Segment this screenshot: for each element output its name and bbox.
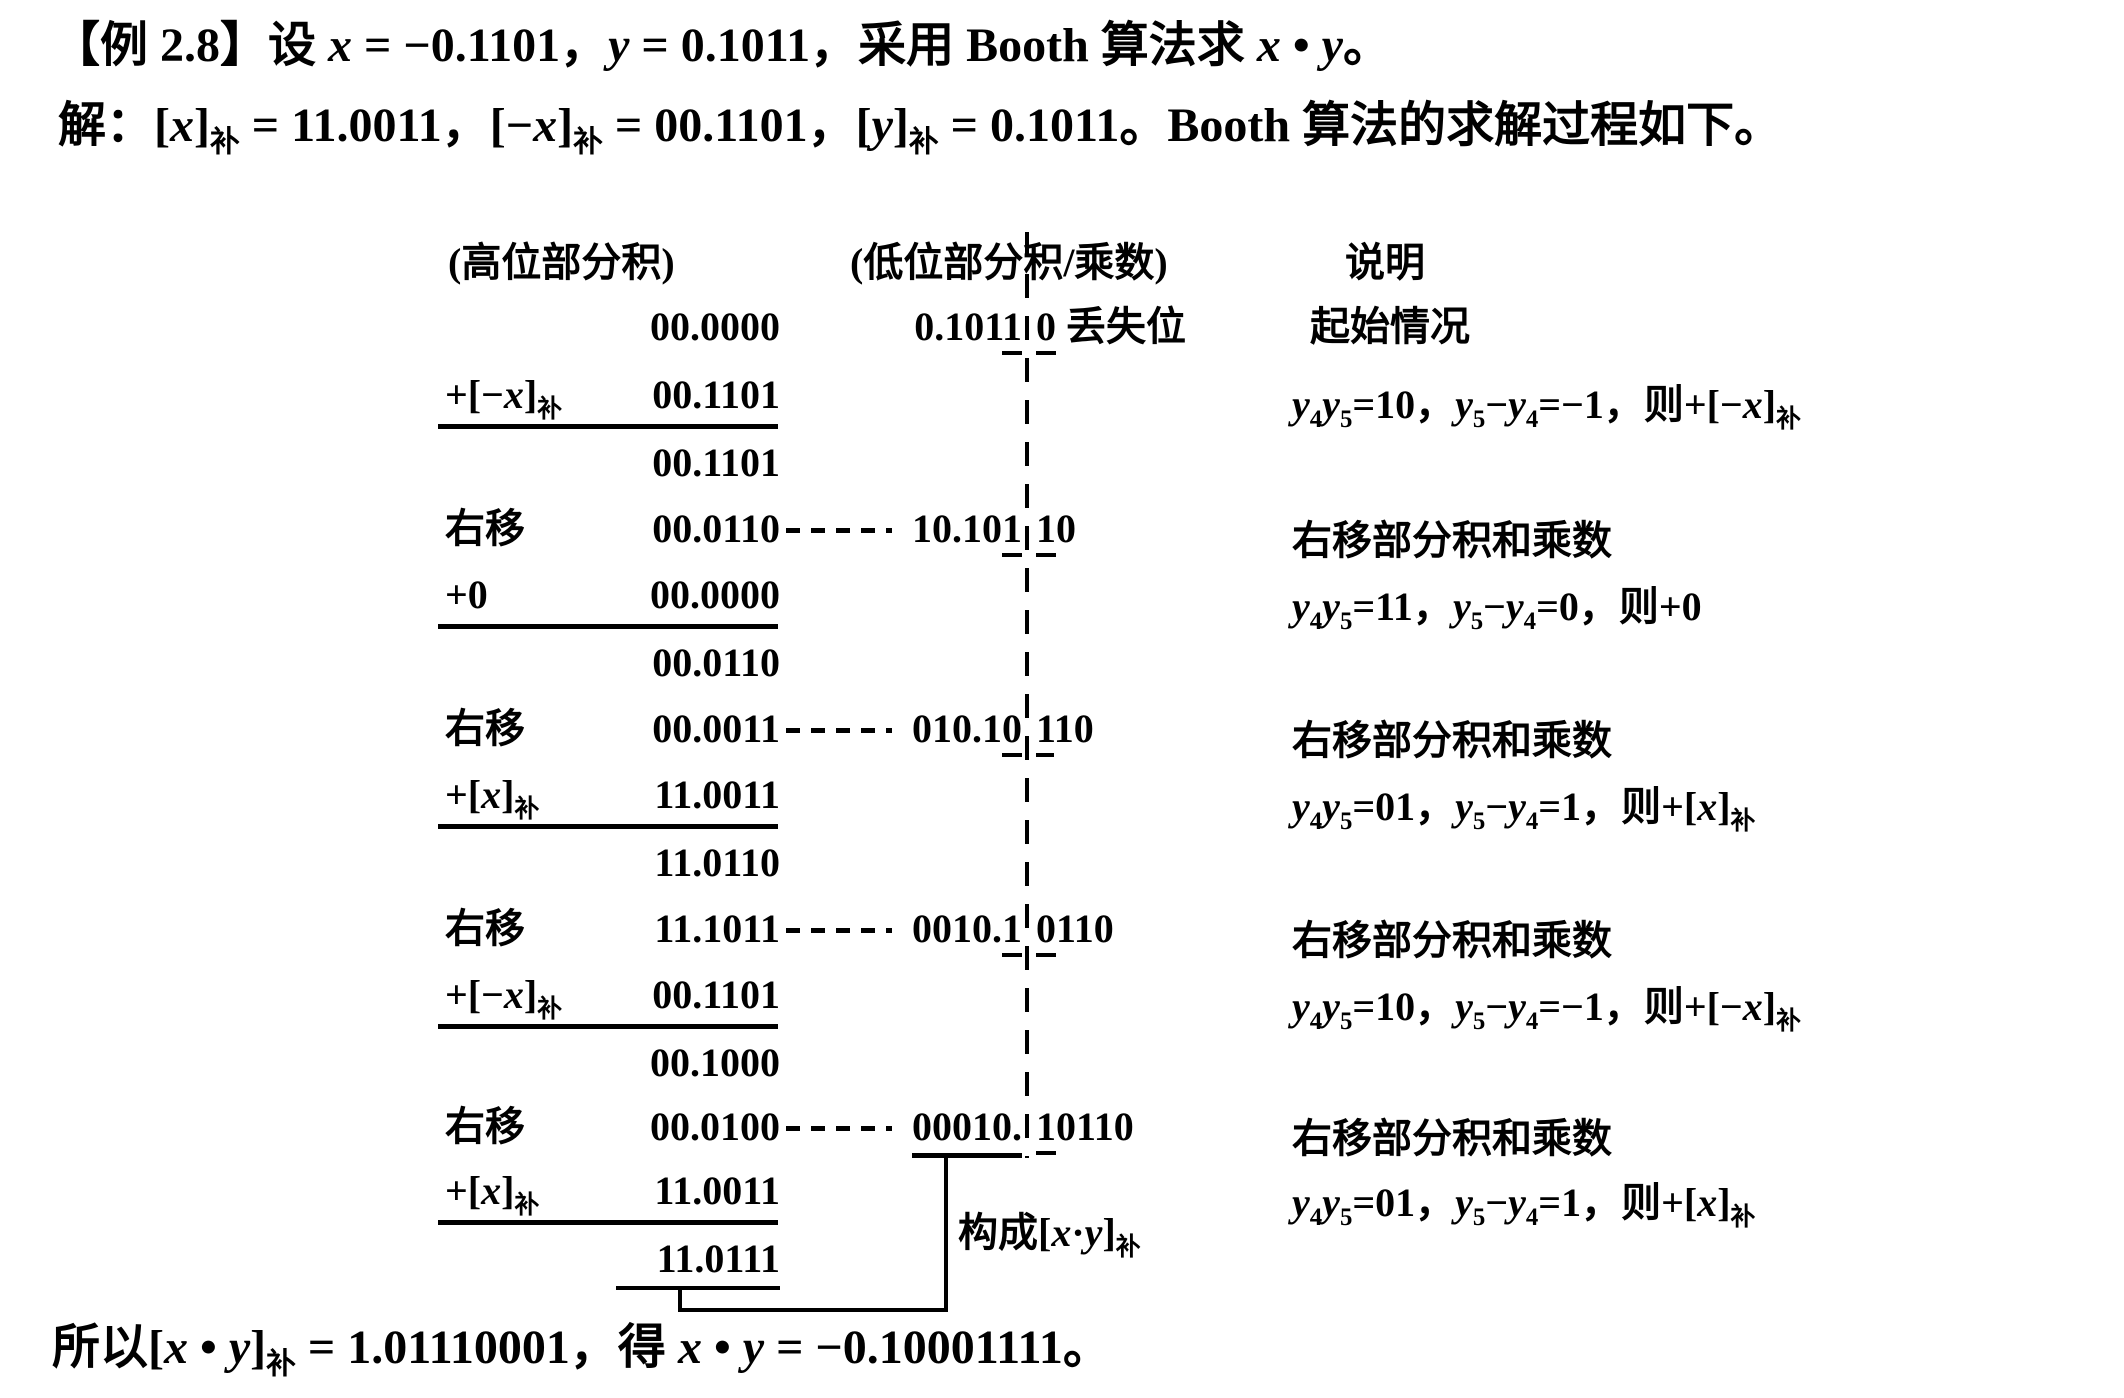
final-high-product: 11.0111 <box>656 1236 780 1281</box>
explanation-text: 右移部分积和乘数 <box>1292 1116 1612 1161</box>
explanation-text: y4y5=11，y5−y4=0，则+0 <box>1292 584 1702 635</box>
high-value: 11.0011 <box>654 772 780 817</box>
header-high-partial-product: (高位部分积) <box>448 240 675 285</box>
low-post-value: 110 <box>1036 706 1094 757</box>
low-post-value: 10110 <box>1036 1104 1134 1155</box>
sum-value: 00.1101 <box>652 440 780 485</box>
high-value: 11.1011 <box>654 906 780 951</box>
explanation-text: 右移部分积和乘数 <box>1292 918 1612 963</box>
high-value: 11.0011 <box>654 1168 780 1213</box>
solution-intro: 解：[x]补 = 11.0011，[−x]补 = 00.1101，[y]补 = … <box>58 99 1783 159</box>
explanation-text: 右移部分积和乘数 <box>1292 518 1612 563</box>
result-bracket-left <box>678 1290 682 1312</box>
op-label: +[−x]补 <box>445 372 563 423</box>
shift-label: 右移 <box>445 506 525 551</box>
sum-rule-line <box>438 424 778 429</box>
shift-dash-connector <box>786 528 892 533</box>
op-label: +[x]补 <box>445 772 540 823</box>
sum-rule-line <box>438 824 778 829</box>
high-value: 00.0011 <box>652 706 780 751</box>
low-post-value: 0 丢失位 <box>1036 304 1186 355</box>
low-post-value: 10 <box>1036 506 1076 557</box>
explanation-text: 右移部分积和乘数 <box>1292 718 1612 763</box>
sum-rule-line <box>438 1024 778 1029</box>
final-product-underline <box>616 1286 780 1290</box>
high-value: 00.0000 <box>650 572 780 617</box>
high-value: 00.1101 <box>652 972 780 1017</box>
low-pre-value: 0010.1 <box>700 906 1022 957</box>
op-label: +[x]补 <box>445 1168 540 1219</box>
high-value: 00.0110 <box>652 506 780 551</box>
result-bracket-right <box>944 1158 948 1312</box>
bit-boundary-dashed-line <box>1025 232 1029 1158</box>
sum-rule-line <box>438 624 778 629</box>
low-pre-value: 010.10 <box>700 706 1022 757</box>
low-post-value: 0110 <box>1036 906 1114 957</box>
high-value: 00.0100 <box>650 1104 780 1149</box>
explanation-text: y4y5=10，y5−y4=−1，则+[−x]补 <box>1292 382 1801 433</box>
op-label: +0 <box>445 572 488 617</box>
sum-rule-line <box>438 1220 778 1225</box>
result-bracket-bottom <box>678 1308 948 1312</box>
header-explanation: 说明 <box>1345 240 1425 285</box>
high-value: 00.0000 <box>650 304 780 349</box>
explanation-text: y4y5=01，y5−y4=1，则+[x]补 <box>1292 784 1756 835</box>
low-pre-value: 00010. <box>700 1104 1022 1158</box>
shift-label: 右移 <box>445 906 525 951</box>
explanation-text: 起始情况 <box>1310 304 1470 349</box>
sum-value: 00.0110 <box>652 640 780 685</box>
explanation-text: y4y5=01，y5−y4=1，则+[x]补 <box>1292 1180 1756 1231</box>
forms-product-label: 构成[x·y]补 <box>958 1210 1141 1261</box>
sum-value: 00.1000 <box>650 1040 780 1085</box>
shift-dash-connector <box>786 728 892 733</box>
example-heading: 【例 2.8】设 x = −0.1101，y = 0.1011，采用 Booth… <box>52 19 1391 72</box>
shift-dash-connector <box>786 1126 892 1131</box>
high-value: 00.1101 <box>652 372 780 417</box>
header-low-partial-product-multiplier: (低位部分积/乘数) <box>850 240 1168 285</box>
low-pre-value: 0.1011 <box>700 304 1022 355</box>
shift-dash-connector <box>786 928 892 933</box>
shift-label: 右移 <box>445 706 525 751</box>
sum-value: 11.0110 <box>654 840 780 885</box>
low-pre-value: 10.101 <box>700 506 1022 557</box>
conclusion-line: 所以[x • y]补 = 1.01110001，得 x • y = −0.100… <box>52 1321 1111 1381</box>
op-label: +[−x]补 <box>445 972 563 1023</box>
explanation-text: y4y5=10，y5−y4=−1，则+[−x]补 <box>1292 984 1801 1035</box>
shift-label: 右移 <box>445 1104 525 1149</box>
